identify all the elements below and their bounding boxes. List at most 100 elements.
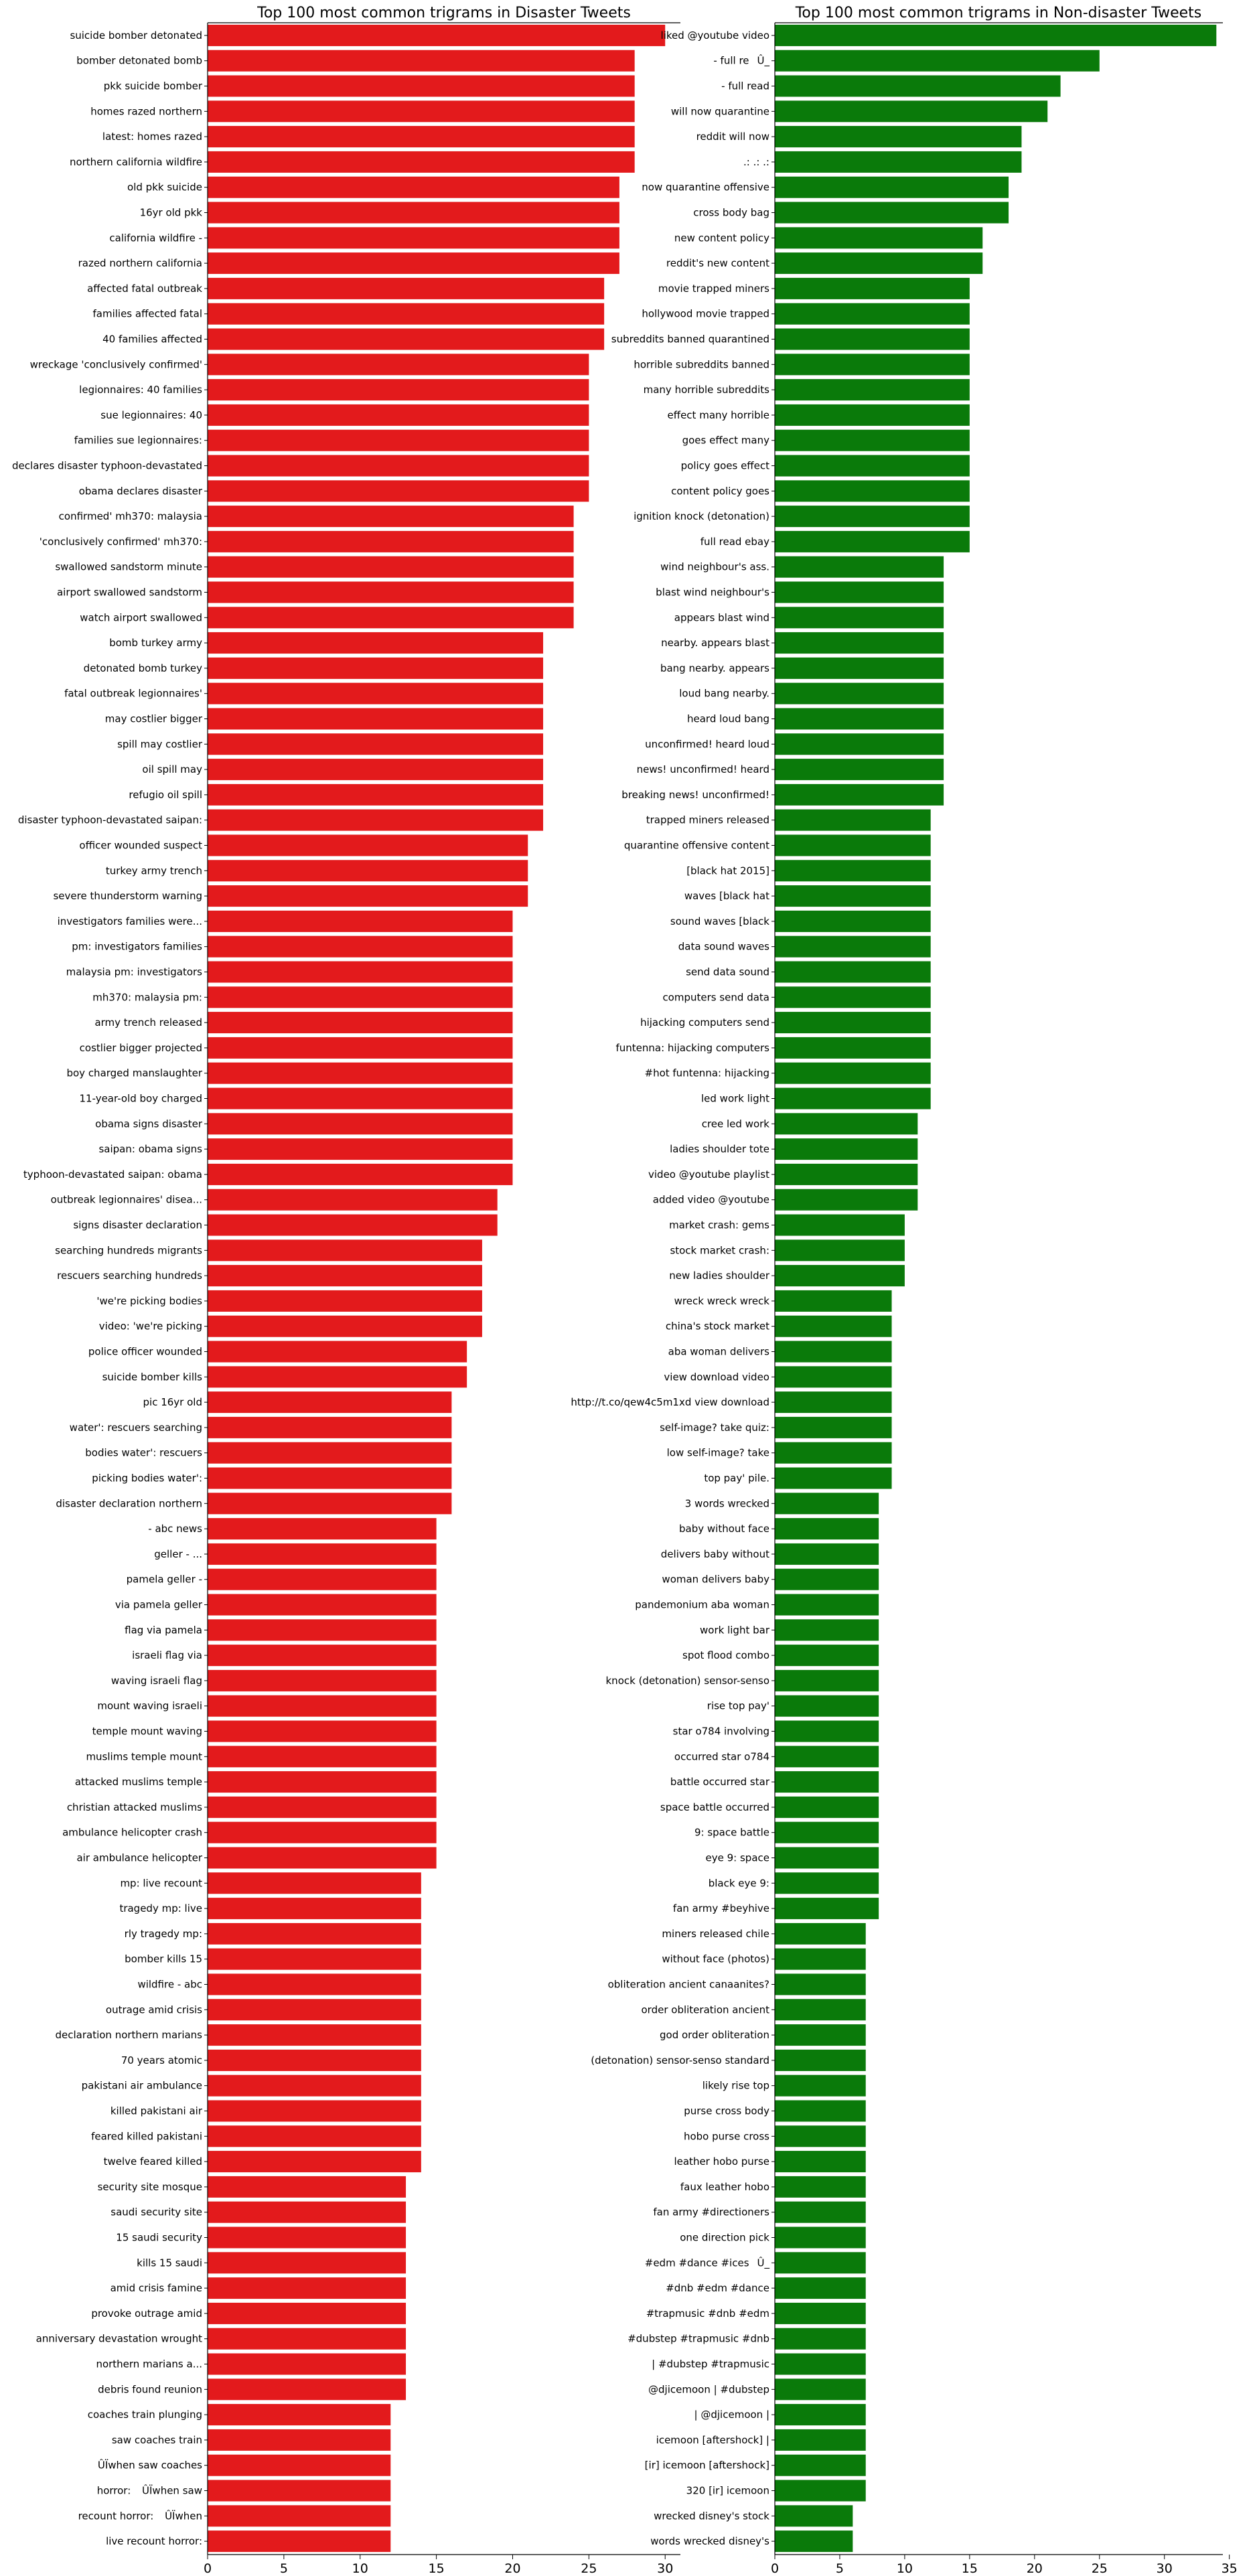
category-label: - full reÛ_ xyxy=(713,54,769,68)
bar xyxy=(208,1720,437,1742)
category-label: wreck wreck wreck xyxy=(674,1295,770,1307)
category-label: effect many horrible xyxy=(668,409,769,421)
category-label: #edm #dance #icesÛ_ xyxy=(645,2256,770,2269)
bar xyxy=(208,1771,437,1793)
category-label: video @youtube playlist xyxy=(648,1168,769,1181)
bar xyxy=(775,1847,879,1869)
bar xyxy=(775,1189,918,1211)
category-label: ambulance helicopter crash xyxy=(62,1827,202,1839)
category-label: waving israeli flag xyxy=(111,1675,202,1687)
bar xyxy=(208,1239,482,1262)
category-label: old pkk suicide xyxy=(127,181,202,194)
category-label: market crash: gems xyxy=(669,1219,769,1231)
bar xyxy=(775,354,970,376)
bar xyxy=(208,252,619,275)
category-label: 9: space battle xyxy=(694,1827,769,1839)
category-label: appears blast wind xyxy=(674,611,769,623)
bar xyxy=(208,1113,513,1135)
bar xyxy=(208,1922,421,1945)
category-label: tragedy mp: live xyxy=(119,1902,202,1914)
category-label: ÛÏwhen saw coaches xyxy=(90,2459,202,2472)
bar xyxy=(208,2328,407,2350)
bar xyxy=(208,2201,407,2223)
category-label: trapped miners released xyxy=(646,814,769,826)
bar xyxy=(208,379,589,401)
bar xyxy=(208,328,605,350)
category-label: families affected fatal xyxy=(92,308,202,320)
category-label: mp: live recount xyxy=(120,1877,202,1889)
bar xyxy=(775,1341,892,1363)
category-label: will now quarantine xyxy=(671,105,769,117)
category-label: movie trapped miners xyxy=(658,283,769,295)
bar xyxy=(208,1163,513,1185)
bar xyxy=(775,759,944,781)
category-label: aba woman delivers xyxy=(668,1346,770,1358)
category-label: pakistani air ambulance xyxy=(82,2080,202,2092)
bar xyxy=(775,404,970,426)
bar xyxy=(208,202,619,224)
category-label: content policy goes xyxy=(671,485,769,497)
bar xyxy=(775,834,931,856)
category-label: outrage amid crisis xyxy=(106,2003,202,2016)
bar xyxy=(208,1847,437,1869)
bar xyxy=(208,682,544,704)
category-label: bomber detonated bomb xyxy=(76,55,202,67)
bar xyxy=(208,1645,437,1667)
bar xyxy=(775,1290,892,1312)
category-label: battle occurred star xyxy=(670,1776,770,1788)
category-label: wrecked disney's stock xyxy=(654,2510,769,2522)
category-label: live recount horror: xyxy=(106,2535,202,2547)
category-label: china's stock market xyxy=(666,1320,769,1333)
category-label: costlier bigger projected xyxy=(80,1042,202,1054)
x-tick-label: 5 xyxy=(836,2561,844,2576)
bar xyxy=(775,581,944,603)
bars-group xyxy=(208,24,666,2553)
category-label: cross body bag xyxy=(693,207,769,219)
bar xyxy=(775,227,983,249)
x-tick-label: 10 xyxy=(897,2561,913,2576)
category-label: may costlier bigger xyxy=(105,713,203,725)
bar xyxy=(775,1898,879,1920)
category-label: kills 15 saudi xyxy=(137,2257,202,2269)
category-label: 11-year-old boy charged xyxy=(79,1093,202,1105)
bar xyxy=(775,2454,866,2476)
category-label: horrible subreddits banned xyxy=(634,358,769,370)
category-label: malaysia pm: investigators xyxy=(66,966,203,978)
category-label: eye 9: space xyxy=(706,1852,769,1864)
category-label: affected fatal outbreak xyxy=(87,283,202,295)
bar xyxy=(775,1467,892,1489)
bar xyxy=(208,151,635,173)
category-label: christian attacked muslims xyxy=(67,1801,202,1813)
category-label: hobo purse cross xyxy=(684,2130,769,2142)
bar xyxy=(208,2252,407,2274)
bar xyxy=(208,1669,437,1691)
bar xyxy=(208,1214,498,1236)
x-axis: 0 5 10 15 20 25 30 35 xyxy=(771,23,1238,2576)
category-label: obama declares disaster xyxy=(79,485,203,497)
bar xyxy=(208,759,544,781)
bar xyxy=(208,277,605,299)
x-tick-label: 10 xyxy=(352,2561,368,2576)
category-label: provoke outrage amid xyxy=(91,2307,202,2320)
category-label: refugio oil spill xyxy=(129,789,202,801)
category-label: declaration northern marians xyxy=(55,2029,202,2041)
bar xyxy=(775,885,931,907)
category-label: wildfire - abc xyxy=(137,1979,202,1991)
category-label: suicide bomber detonated xyxy=(70,29,202,42)
bar xyxy=(775,126,1022,148)
category-label: 70 years atomic xyxy=(121,2054,202,2066)
x-tick-label: 5 xyxy=(280,2561,288,2576)
x-tick-label: 25 xyxy=(1092,2561,1108,2576)
category-label: liked @youtube video xyxy=(661,29,769,42)
category-label: pm: investigators families xyxy=(72,941,202,953)
bar xyxy=(775,75,1061,97)
bar xyxy=(208,2429,391,2451)
x-tick-label: 20 xyxy=(504,2561,520,2576)
category-label: bodies water': rescuers xyxy=(85,1447,202,1459)
category-label: obama signs disaster xyxy=(95,1118,203,1130)
category-label: - full read xyxy=(721,80,769,92)
category-label: order obliteration ancient xyxy=(642,2003,770,2016)
bar xyxy=(208,2125,421,2147)
category-label: rise top pay' xyxy=(707,1700,769,1712)
